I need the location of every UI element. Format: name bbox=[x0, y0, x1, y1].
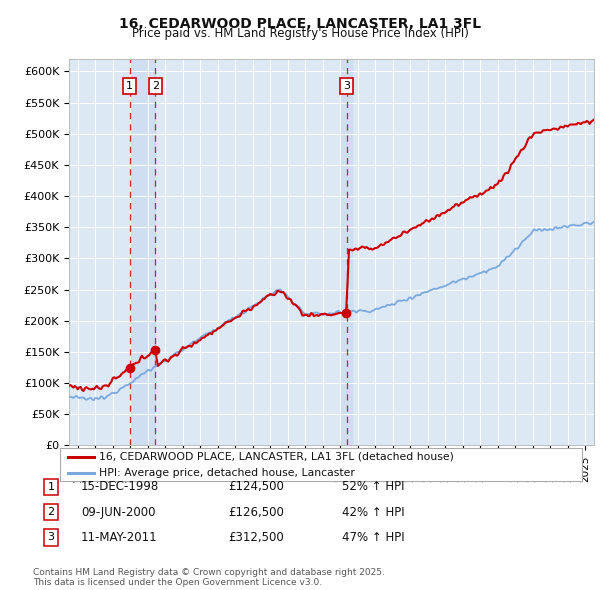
Text: 15-DEC-1998: 15-DEC-1998 bbox=[81, 480, 159, 493]
Text: Price paid vs. HM Land Registry's House Price Index (HPI): Price paid vs. HM Land Registry's House … bbox=[131, 27, 469, 40]
Text: 11-MAY-2011: 11-MAY-2011 bbox=[81, 531, 158, 544]
Text: 2: 2 bbox=[47, 507, 55, 517]
Text: Contains HM Land Registry data © Crown copyright and database right 2025.
This d: Contains HM Land Registry data © Crown c… bbox=[33, 568, 385, 587]
Text: 3: 3 bbox=[343, 81, 350, 91]
Text: 09-JUN-2000: 09-JUN-2000 bbox=[81, 506, 155, 519]
Text: HPI: Average price, detached house, Lancaster: HPI: Average price, detached house, Lanc… bbox=[99, 468, 355, 478]
Text: 2: 2 bbox=[152, 81, 159, 91]
Text: £124,500: £124,500 bbox=[228, 480, 284, 493]
Bar bbox=[130, 59, 155, 445]
Text: £126,500: £126,500 bbox=[228, 506, 284, 519]
Text: 3: 3 bbox=[47, 533, 55, 542]
Text: 52% ↑ HPI: 52% ↑ HPI bbox=[342, 480, 404, 493]
Text: 42% ↑ HPI: 42% ↑ HPI bbox=[342, 506, 404, 519]
Text: 16, CEDARWOOD PLACE, LANCASTER, LA1 3FL: 16, CEDARWOOD PLACE, LANCASTER, LA1 3FL bbox=[119, 17, 481, 31]
Text: 1: 1 bbox=[126, 81, 133, 91]
Bar bbox=[341, 59, 352, 445]
Text: 1: 1 bbox=[47, 482, 55, 491]
Text: 47% ↑ HPI: 47% ↑ HPI bbox=[342, 531, 404, 544]
Text: £312,500: £312,500 bbox=[228, 531, 284, 544]
Text: 16, CEDARWOOD PLACE, LANCASTER, LA1 3FL (detached house): 16, CEDARWOOD PLACE, LANCASTER, LA1 3FL … bbox=[99, 451, 454, 461]
